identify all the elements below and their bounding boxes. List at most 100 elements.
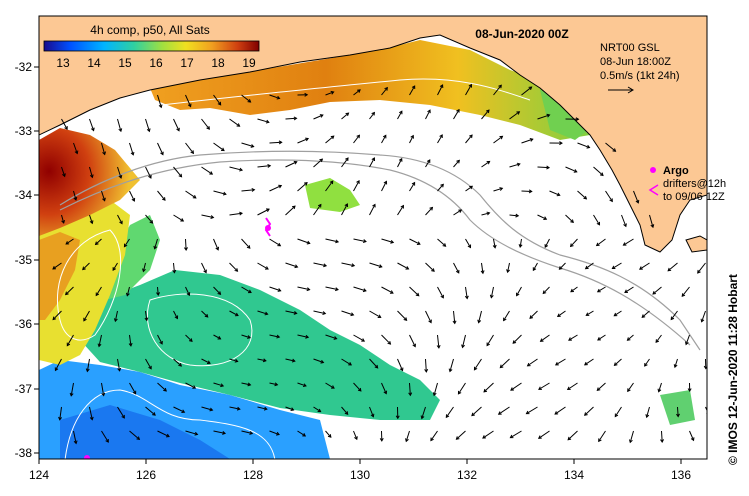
- current-vector-head: [158, 104, 163, 109]
- current-vector-head: [345, 157, 349, 162]
- current-vector-head: [398, 110, 403, 115]
- current-vector-head: [660, 439, 665, 444]
- current-vector-head: [89, 174, 94, 179]
- colorbar-tick: 14: [87, 56, 101, 70]
- current-vector: [257, 310, 268, 315]
- current-vector-head: [317, 203, 322, 208]
- current-vector: [213, 382, 224, 387]
- current-vector: [381, 181, 387, 192]
- current-vector-head: [442, 243, 447, 247]
- current-vector-head: [319, 114, 324, 118]
- cloud-gap-2: [330, 220, 660, 390]
- current-source-label: NRT00 GSL: [600, 42, 660, 54]
- current-vector-head: [379, 438, 384, 442]
- current-vector-head: [431, 268, 435, 272]
- current-vector: [437, 238, 446, 247]
- current-vector: [353, 89, 361, 96]
- current-vector-head: [85, 368, 90, 373]
- current-vector-head: [613, 362, 618, 367]
- current-vector-head: [455, 436, 460, 440]
- current-vector: [114, 310, 118, 322]
- current-vector: [201, 310, 209, 318]
- current-vector-head: [469, 185, 474, 190]
- current-vector: [257, 208, 270, 216]
- current-vector: [117, 406, 125, 419]
- current-vector-head: [65, 241, 70, 245]
- current-vector-head: [537, 435, 542, 439]
- current-vector: [369, 112, 375, 120]
- current-vector-head: [570, 219, 574, 224]
- current-vector: [540, 334, 550, 342]
- current-vector-head: [276, 334, 281, 339]
- current-vector: [565, 214, 574, 223]
- current-vector: [701, 310, 706, 322]
- current-vector: [437, 334, 440, 348]
- current-vector: [658, 382, 662, 392]
- current-vector: [646, 406, 650, 418]
- current-vector: [430, 430, 438, 441]
- current-vector-head: [628, 439, 633, 444]
- current-vector-head: [539, 338, 544, 342]
- current-vector-head: [217, 101, 222, 106]
- current-vector: [325, 430, 332, 438]
- current-vector: [353, 430, 358, 440]
- current-vector-head: [641, 314, 646, 318]
- current-vector-head: [644, 362, 648, 367]
- current-vector-head: [276, 431, 280, 436]
- current-vector: [397, 358, 404, 371]
- current-vector-head: [371, 157, 376, 162]
- current-vector-head: [687, 388, 692, 393]
- current-vector-head: [148, 365, 152, 370]
- current-vector-head: [721, 435, 724, 438]
- current-vector-head: [499, 364, 504, 369]
- current-vector: [325, 180, 334, 192]
- current-vector-head: [464, 295, 469, 300]
- current-vector-head: [362, 239, 367, 244]
- current-vector: [101, 190, 106, 201]
- current-vector: [409, 85, 416, 96]
- current-vector: [89, 166, 93, 178]
- current-vector-head: [559, 141, 563, 146]
- current-vector-head: [333, 336, 338, 340]
- current-vector: [241, 286, 252, 293]
- current-vector: [697, 262, 706, 274]
- current-vector-head: [440, 183, 444, 188]
- current-vector-head: [220, 383, 225, 388]
- current-vector: [269, 238, 281, 247]
- current-vector: [559, 262, 566, 270]
- current-vector: [584, 406, 594, 416]
- current-vectors: [52, 83, 724, 445]
- current-vector: [241, 382, 251, 386]
- current-vector-head: [152, 412, 156, 416]
- current-vector-head: [486, 160, 491, 165]
- current-vector-head: [573, 169, 578, 173]
- current-vector-head: [622, 242, 627, 246]
- current-vector: [453, 160, 460, 168]
- sst-coastal-band: [150, 40, 590, 140]
- current-vector: [257, 118, 269, 123]
- current-vector-head: [439, 84, 444, 89]
- current-vector: [241, 142, 254, 148]
- current-vector-head: [215, 246, 220, 251]
- current-vector: [425, 207, 433, 216]
- current-vector-head: [614, 413, 619, 418]
- current-vector: [503, 310, 510, 321]
- current-vector-head: [304, 92, 309, 97]
- current-vector: [269, 334, 280, 338]
- sst-orange-west-region: [39, 232, 80, 320]
- current-vector-head: [667, 267, 672, 272]
- current-vector: [471, 406, 482, 416]
- current-vector: [465, 134, 473, 144]
- current-vector-head: [461, 344, 465, 349]
- current-vector: [369, 262, 382, 268]
- current-vector: [117, 118, 122, 132]
- current-vector-head: [657, 388, 662, 393]
- current-vector-head: [132, 390, 137, 395]
- current-vector-head: [498, 84, 502, 89]
- current-vector-head: [97, 343, 102, 348]
- current-vector: [73, 430, 77, 444]
- current-vector: [667, 262, 678, 272]
- current-vector: [397, 205, 404, 216]
- current-vector: [213, 334, 221, 340]
